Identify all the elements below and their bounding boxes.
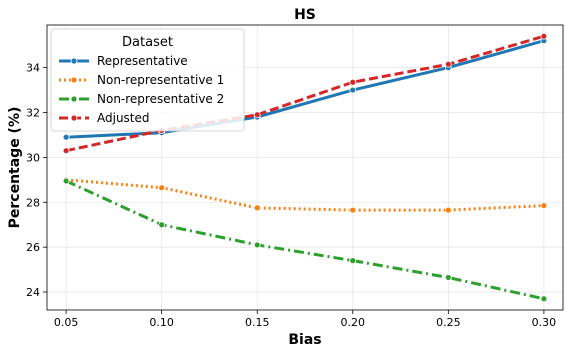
legend: Dataset Representative Non-representative … — [50, 28, 245, 132]
data-point-non-representative-2 — [444, 274, 452, 281]
data-point-non-representative-2 — [253, 241, 261, 249]
legend-marker-non-representative-2 — [70, 95, 78, 103]
x-axis-label: Bias — [288, 332, 321, 348]
y-axis-label: Percentage (%) — [7, 107, 23, 229]
legend-title: Dataset — [122, 35, 173, 50]
x-tick-label: 0.15 — [245, 316, 270, 329]
legend-label-non-representative-2: Non-representative 2 — [97, 92, 224, 106]
series-line-adjusted — [65, 34, 545, 153]
chart-title: HS — [294, 7, 316, 23]
data-point-non-representative-2 — [540, 295, 548, 303]
data-point-adjusted — [349, 78, 357, 86]
data-point-adjusted — [62, 147, 70, 155]
x-tick-label: 0.25 — [436, 316, 461, 329]
data-point-adjusted — [444, 60, 452, 68]
x-tick-label: 0.30 — [532, 316, 557, 329]
y-tick-label: 30 — [26, 151, 40, 164]
data-point-non-representative-1 — [540, 202, 548, 210]
y-tick-label: 34 — [26, 62, 40, 75]
data-point-non-representative-2 — [62, 177, 70, 185]
legend-marker-representative — [70, 57, 78, 65]
series-line-non-representative-2 — [65, 179, 545, 301]
series-layer — [62, 32, 548, 303]
legend-label-representative: Representative — [97, 54, 188, 68]
legend-box — [50, 28, 245, 132]
y-tick-label: 32 — [26, 107, 40, 120]
x-tick-label: 0.05 — [54, 316, 79, 329]
data-point-adjusted — [253, 111, 261, 119]
y-tick-label: 26 — [26, 241, 40, 254]
data-point-non-representative-1 — [349, 206, 357, 214]
y-tick-label: 24 — [26, 286, 40, 299]
data-point-non-representative-1 — [253, 204, 261, 212]
data-point-non-representative-1 — [444, 206, 452, 214]
legend-marker-non-representative-1 — [70, 76, 78, 84]
x-tick-label: 0.10 — [149, 316, 174, 329]
legend-marker-adjusted — [70, 114, 78, 122]
data-point-non-representative-1 — [158, 184, 166, 192]
legend-label-adjusted: Adjusted — [97, 111, 150, 125]
x-axis: 0.05 0.10 0.15 0.20 0.25 0.30 — [54, 310, 556, 329]
data-point-representative — [62, 133, 70, 141]
data-point-representative — [349, 86, 357, 94]
data-point-non-representative-2 — [158, 221, 166, 229]
x-tick-label: 0.20 — [341, 316, 366, 329]
data-point-adjusted — [540, 32, 548, 40]
plot-frame — [46, 24, 564, 311]
legend-label-non-representative-1: Non-representative 1 — [97, 73, 224, 87]
series-line-non-representative-1 — [65, 178, 544, 212]
grid-lines — [47, 25, 563, 310]
data-point-non-representative-2 — [349, 257, 357, 265]
y-tick-label: 28 — [26, 196, 40, 209]
y-axis: 24 26 28 30 32 34 — [26, 62, 47, 299]
